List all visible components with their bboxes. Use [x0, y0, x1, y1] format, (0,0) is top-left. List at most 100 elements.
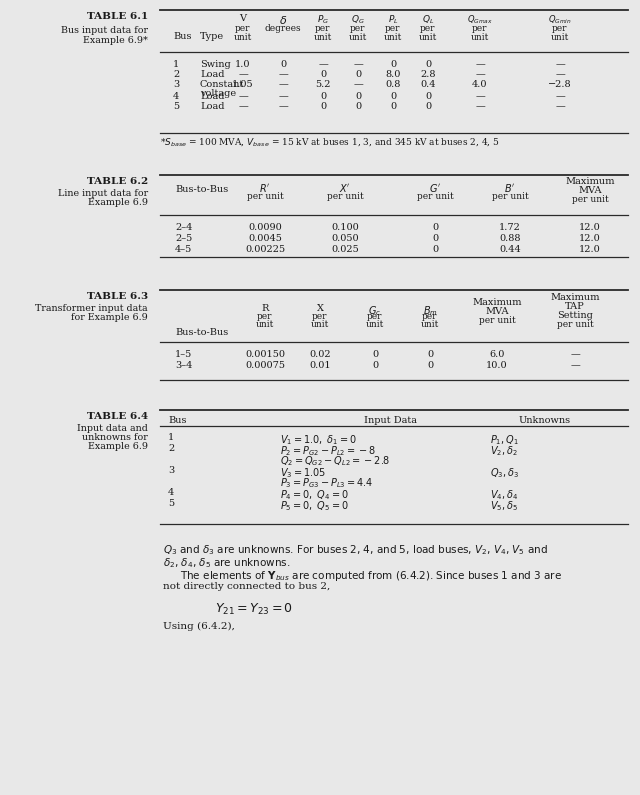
- Text: $B_m$: $B_m$: [422, 304, 437, 318]
- Text: 2: 2: [168, 444, 174, 453]
- Text: 0.00075: 0.00075: [245, 361, 285, 370]
- Text: 0: 0: [425, 102, 431, 111]
- Text: 0: 0: [280, 60, 286, 69]
- Text: $Y_{21} = Y_{23} = 0$: $Y_{21} = Y_{23} = 0$: [215, 602, 293, 617]
- Text: 0: 0: [355, 92, 361, 101]
- Text: 0: 0: [355, 102, 361, 111]
- Text: 0: 0: [372, 350, 378, 359]
- Text: Load: Load: [200, 70, 225, 79]
- Text: 0.0090: 0.0090: [248, 223, 282, 232]
- Text: $V_4, \delta_4$: $V_4, \delta_4$: [490, 488, 518, 502]
- Text: Example 6.9: Example 6.9: [88, 442, 148, 451]
- Text: MVA: MVA: [579, 186, 602, 195]
- Text: 0.44: 0.44: [499, 245, 521, 254]
- Text: 3: 3: [168, 466, 174, 475]
- Text: for Example 6.9: for Example 6.9: [71, 313, 148, 322]
- Text: 0: 0: [320, 102, 326, 111]
- Text: Input data and: Input data and: [77, 424, 148, 433]
- Text: —: —: [475, 70, 485, 79]
- Text: $V_5, \delta_5$: $V_5, \delta_5$: [490, 499, 518, 513]
- Text: 2.8: 2.8: [420, 70, 436, 79]
- Text: X: X: [317, 304, 323, 313]
- Text: Maximum: Maximum: [550, 293, 600, 302]
- Text: per: per: [472, 24, 488, 33]
- Text: per: per: [312, 312, 328, 321]
- Text: per unit: per unit: [326, 192, 364, 201]
- Text: $V_3 = 1.05$: $V_3 = 1.05$: [280, 466, 326, 480]
- Text: 4–5: 4–5: [175, 245, 192, 254]
- Text: $V_2, \delta_2$: $V_2, \delta_2$: [490, 444, 518, 458]
- Text: TAP: TAP: [565, 302, 585, 311]
- Text: 0.01: 0.01: [309, 361, 331, 370]
- Text: 0: 0: [432, 234, 438, 243]
- Text: unit: unit: [256, 320, 274, 329]
- Text: 0.88: 0.88: [499, 234, 521, 243]
- Text: Bus-to-Bus: Bus-to-Bus: [175, 328, 228, 337]
- Text: TABLE 6.1: TABLE 6.1: [87, 12, 148, 21]
- Text: per: per: [420, 24, 436, 33]
- Text: —: —: [278, 70, 288, 79]
- Text: R: R: [261, 304, 269, 313]
- Text: per: per: [385, 24, 401, 33]
- Text: 4: 4: [173, 92, 179, 101]
- Text: 0.0045: 0.0045: [248, 234, 282, 243]
- Text: Maximum: Maximum: [472, 298, 522, 307]
- Text: 0: 0: [390, 102, 396, 111]
- Text: 1.0: 1.0: [236, 60, 251, 69]
- Text: per: per: [350, 24, 365, 33]
- Text: —: —: [278, 80, 288, 89]
- Text: 1–5: 1–5: [175, 350, 192, 359]
- Text: 0: 0: [425, 60, 431, 69]
- Text: 1.05: 1.05: [232, 80, 254, 89]
- Text: $X'$: $X'$: [339, 182, 351, 194]
- Text: per unit: per unit: [246, 192, 284, 201]
- Text: 0.00225: 0.00225: [245, 245, 285, 254]
- Text: *$S_{base}$ = 100 MVA, $V_{base}$ = 15 kV at buses 1, 3, and 345 kV at buses 2, : *$S_{base}$ = 100 MVA, $V_{base}$ = 15 k…: [160, 136, 500, 148]
- Text: 0: 0: [390, 92, 396, 101]
- Text: −2.8: −2.8: [548, 80, 572, 89]
- Text: 1.72: 1.72: [499, 223, 521, 232]
- Text: Bus input data for: Bus input data for: [61, 26, 148, 35]
- Text: —: —: [475, 92, 485, 101]
- Text: —: —: [238, 70, 248, 79]
- Text: Bus: Bus: [173, 32, 191, 41]
- Text: 5.2: 5.2: [316, 80, 331, 89]
- Text: Load: Load: [200, 92, 225, 101]
- Text: 0: 0: [425, 92, 431, 101]
- Text: unit: unit: [314, 33, 332, 42]
- Text: 3–4: 3–4: [175, 361, 193, 370]
- Text: unit: unit: [551, 33, 569, 42]
- Text: 5: 5: [168, 499, 174, 508]
- Text: $P_3 = P_{G3} - P_{L3} = 4.4$: $P_3 = P_{G3} - P_{L3} = 4.4$: [280, 476, 373, 490]
- Text: —: —: [570, 350, 580, 359]
- Text: 0.00150: 0.00150: [245, 350, 285, 359]
- Text: $P_1, Q_1$: $P_1, Q_1$: [490, 433, 519, 447]
- Text: —: —: [475, 102, 485, 111]
- Text: —: —: [570, 361, 580, 370]
- Text: 0: 0: [372, 361, 378, 370]
- Text: 0.4: 0.4: [420, 80, 436, 89]
- Text: $Q_2 = Q_{G2} - Q_{L2} = -2.8$: $Q_2 = Q_{G2} - Q_{L2} = -2.8$: [280, 454, 390, 467]
- Text: —: —: [238, 102, 248, 111]
- Text: Constant: Constant: [200, 80, 244, 89]
- Text: $B'$: $B'$: [504, 182, 516, 194]
- Text: V: V: [239, 14, 246, 23]
- Text: $P_L$: $P_L$: [388, 14, 398, 26]
- Text: Example 6.9*: Example 6.9*: [83, 36, 148, 45]
- Text: per unit: per unit: [417, 192, 453, 201]
- Text: unit: unit: [421, 320, 439, 329]
- Text: —: —: [238, 92, 248, 101]
- Text: 0.100: 0.100: [331, 223, 359, 232]
- Text: Bus: Bus: [168, 416, 186, 425]
- Text: 1: 1: [173, 60, 179, 69]
- Text: TABLE 6.2: TABLE 6.2: [87, 177, 148, 186]
- Text: Unknowns: Unknowns: [519, 416, 571, 425]
- Text: unit: unit: [234, 33, 252, 42]
- Text: Transformer input data: Transformer input data: [35, 304, 148, 313]
- Text: —: —: [278, 102, 288, 111]
- Text: —: —: [353, 80, 363, 89]
- Text: —: —: [555, 70, 565, 79]
- Text: voltage: voltage: [200, 89, 236, 98]
- Text: 12.0: 12.0: [579, 234, 601, 243]
- Text: Load: Load: [200, 102, 225, 111]
